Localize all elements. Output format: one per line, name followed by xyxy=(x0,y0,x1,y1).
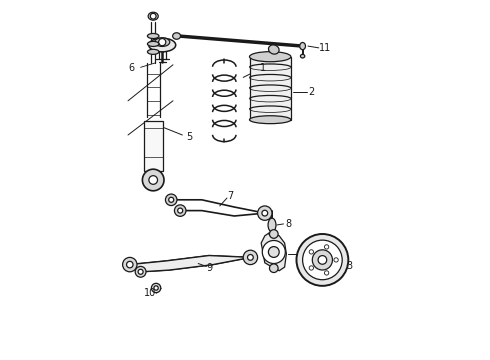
Circle shape xyxy=(135,266,146,277)
Ellipse shape xyxy=(172,33,180,39)
Circle shape xyxy=(149,176,157,184)
Ellipse shape xyxy=(148,12,158,20)
Circle shape xyxy=(178,208,183,213)
Circle shape xyxy=(122,257,137,272)
Text: 11: 11 xyxy=(319,43,331,53)
Text: 5: 5 xyxy=(186,132,193,142)
Text: 1: 1 xyxy=(260,63,266,73)
Circle shape xyxy=(309,250,314,254)
Text: 7: 7 xyxy=(227,191,234,201)
Text: 10: 10 xyxy=(144,288,156,298)
Ellipse shape xyxy=(269,232,275,236)
Bar xyxy=(144,121,163,171)
Circle shape xyxy=(318,256,327,264)
Ellipse shape xyxy=(249,52,291,62)
Text: 6: 6 xyxy=(128,63,135,73)
Ellipse shape xyxy=(148,38,176,52)
Ellipse shape xyxy=(300,54,305,58)
Ellipse shape xyxy=(147,49,159,54)
Ellipse shape xyxy=(155,38,170,46)
Ellipse shape xyxy=(269,45,279,54)
Circle shape xyxy=(258,206,272,220)
Circle shape xyxy=(324,271,329,275)
Circle shape xyxy=(262,210,268,216)
Circle shape xyxy=(324,245,329,249)
Circle shape xyxy=(312,250,333,270)
Text: 9: 9 xyxy=(206,263,212,273)
Circle shape xyxy=(159,39,166,46)
Circle shape xyxy=(309,266,314,270)
Circle shape xyxy=(270,264,278,273)
Circle shape xyxy=(269,247,279,257)
Circle shape xyxy=(296,234,348,286)
Circle shape xyxy=(334,258,338,262)
Circle shape xyxy=(138,269,143,274)
Circle shape xyxy=(150,13,156,19)
Circle shape xyxy=(126,261,133,268)
Circle shape xyxy=(151,283,161,293)
Bar xyxy=(249,57,291,120)
Circle shape xyxy=(247,255,253,260)
Ellipse shape xyxy=(249,116,291,124)
Text: 2: 2 xyxy=(309,87,315,97)
Ellipse shape xyxy=(300,42,305,50)
Circle shape xyxy=(303,240,342,280)
Circle shape xyxy=(270,230,278,238)
Ellipse shape xyxy=(268,218,276,232)
Ellipse shape xyxy=(147,41,159,46)
Circle shape xyxy=(166,194,177,206)
Circle shape xyxy=(143,169,164,191)
Ellipse shape xyxy=(147,33,159,39)
Polygon shape xyxy=(261,232,286,271)
Text: 3: 3 xyxy=(346,261,352,271)
Polygon shape xyxy=(130,256,250,272)
Text: 8: 8 xyxy=(285,219,291,229)
Circle shape xyxy=(154,286,158,290)
Circle shape xyxy=(174,205,186,216)
Text: 4: 4 xyxy=(299,249,305,259)
Circle shape xyxy=(262,240,285,264)
Circle shape xyxy=(169,197,174,202)
Circle shape xyxy=(243,250,258,265)
